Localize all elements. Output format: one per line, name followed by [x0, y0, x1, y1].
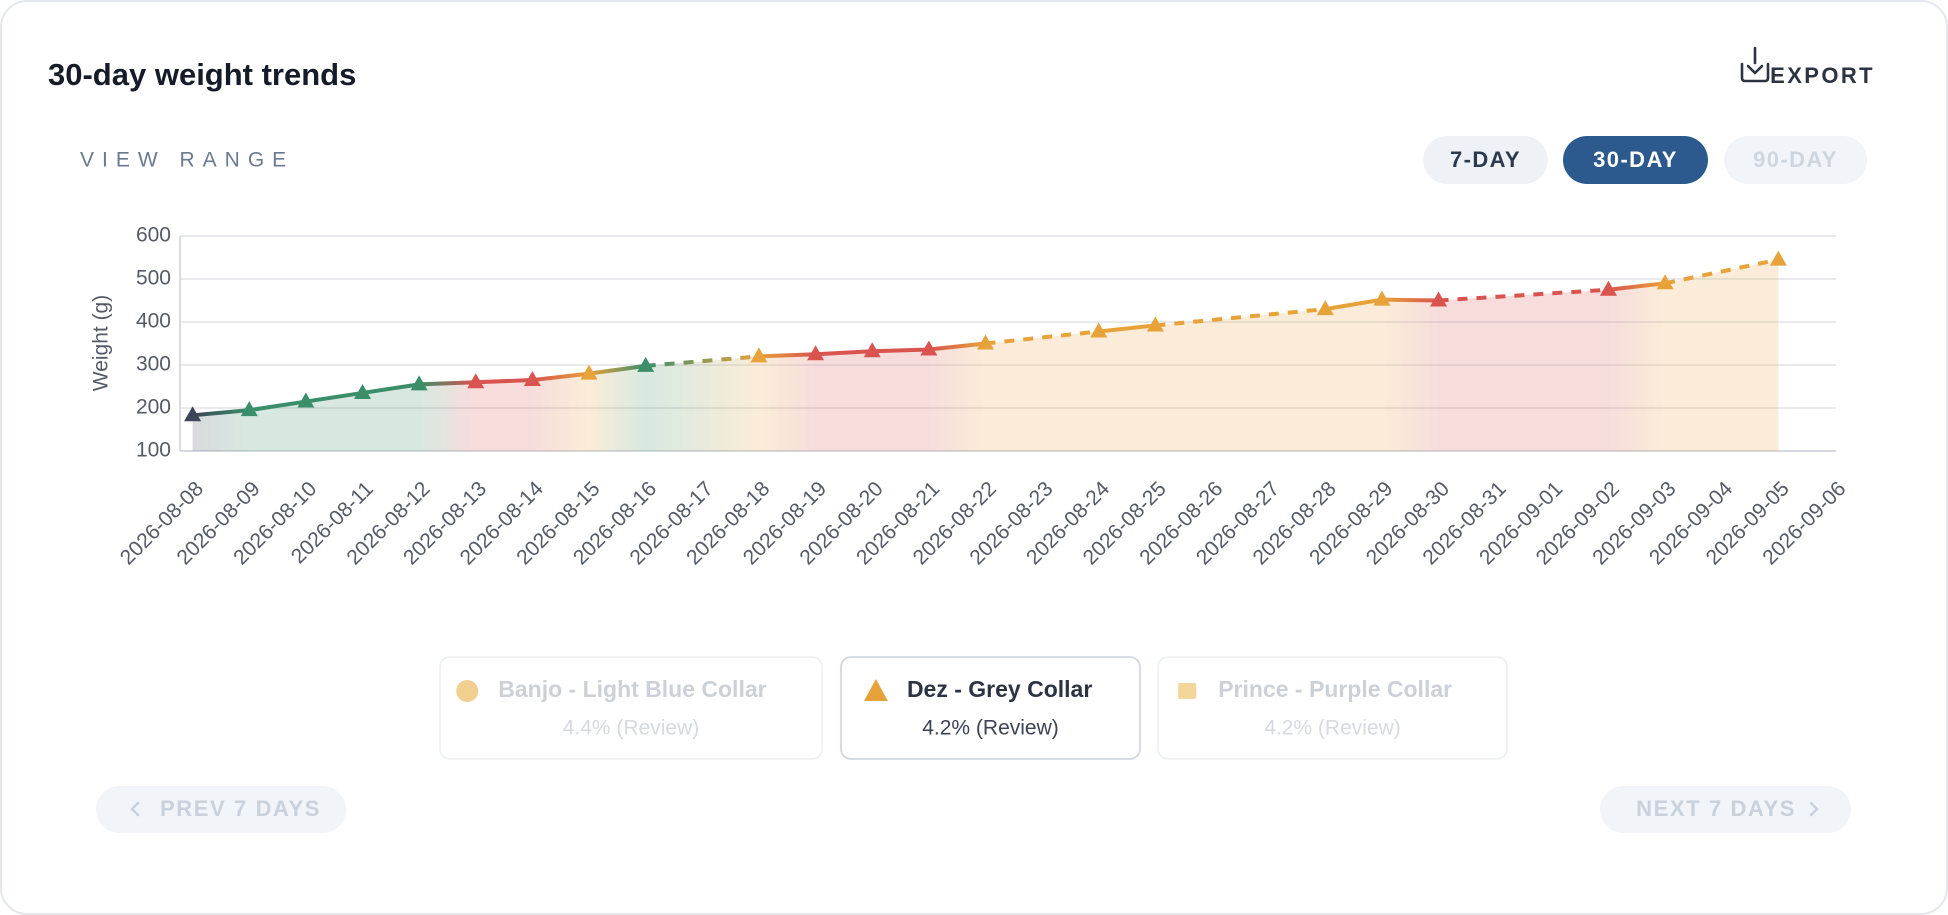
- line-segment: [870, 347, 931, 354]
- point-marker: [1656, 274, 1674, 290]
- y-tick-label: 500: [136, 267, 171, 290]
- point-marker: [1599, 280, 1617, 296]
- range-button-label: 90-DAY: [1753, 147, 1838, 172]
- range-button-label: 30-DAY: [1593, 147, 1678, 172]
- y-tick-label: 600: [136, 224, 171, 247]
- prev-button[interactable]: PREV 7 DAYS: [96, 786, 346, 833]
- point-marker: [750, 347, 768, 363]
- legend-name: Prince - Purple Collar: [1218, 676, 1452, 702]
- legend-name: Banjo - Light Blue Collar: [498, 676, 766, 702]
- point-marker: [523, 371, 541, 387]
- line-segment: [1606, 281, 1668, 292]
- y-tick-label: 200: [136, 396, 171, 419]
- line-gap-connector: [1664, 257, 1779, 286]
- legend-note: 4.2% (Review): [922, 717, 1059, 740]
- point-marker: [637, 356, 655, 372]
- point-marker: [354, 383, 372, 399]
- legend-marker: [863, 679, 888, 701]
- legend-item[interactable]: Banjo - Light Blue Collar 4.4% (Review): [439, 656, 823, 760]
- range-button-bg: [1563, 136, 1708, 184]
- prev-chevron: [130, 801, 140, 817]
- line-segment: [303, 390, 365, 404]
- line-segment: [756, 352, 818, 359]
- point-marker: [1146, 316, 1164, 332]
- line-segment: [1323, 297, 1384, 312]
- point-marker: [1090, 322, 1108, 338]
- next-chevron: [1809, 801, 1819, 817]
- line-gap-connector: [1438, 287, 1609, 303]
- next-label: NEXT 7 DAYS: [1636, 796, 1796, 821]
- next-button[interactable]: NEXT 7 DAYS: [1600, 786, 1851, 833]
- legend: Banjo - Light Blue Collar 4.4% (Review) De…: [439, 656, 1508, 760]
- legend-marker: [1178, 683, 1197, 699]
- point-marker: [240, 401, 258, 417]
- point-marker: [410, 375, 428, 391]
- line-segment: [813, 349, 875, 357]
- line-segment: [247, 399, 308, 413]
- legend-note: 4.4% (Review): [563, 717, 700, 740]
- range-buttons: 7-DAY 30-DAY 90-DAY: [1423, 136, 1867, 184]
- line-segment: [417, 380, 478, 387]
- point-marker: [297, 392, 315, 408]
- range-button[interactable]: 30-DAY: [1563, 136, 1708, 184]
- point-marker: [1373, 290, 1391, 306]
- point-marker: [1316, 300, 1334, 316]
- line-segment: [473, 378, 535, 385]
- prev-label: PREV 7 DAYS: [160, 796, 321, 821]
- point-marker: [184, 406, 202, 422]
- point-marker: [976, 334, 994, 350]
- legend-name: Dez - Grey Collar: [907, 676, 1092, 702]
- point-marker: [863, 342, 881, 358]
- legend-card: [1157, 656, 1508, 760]
- line-segment: [530, 371, 592, 383]
- legend-card: [439, 656, 823, 760]
- point-marker: [580, 364, 598, 380]
- y-tick-label: 100: [136, 439, 171, 462]
- range-button-label: 7-DAY: [1450, 147, 1521, 172]
- prev-bg: [96, 786, 346, 833]
- line-segment: [1379, 297, 1441, 303]
- line-segment: [190, 408, 252, 418]
- legend-marker: [456, 680, 479, 702]
- point-marker: [1769, 250, 1787, 266]
- point-marker: [807, 345, 825, 361]
- line-segment: [587, 363, 648, 376]
- point-marker: [920, 340, 938, 356]
- title: 30-day weight trends: [48, 57, 356, 92]
- area: [192, 259, 1779, 451]
- range-button[interactable]: 7-DAY: [1423, 136, 1548, 184]
- range-label: VIEW RANGE: [80, 149, 294, 172]
- line-gap-connector: [1155, 307, 1326, 328]
- point-marker: [467, 373, 485, 389]
- legend-item[interactable]: Dez - Grey Collar 4.2% (Review): [840, 656, 1141, 760]
- y-tick-label: 400: [136, 310, 171, 333]
- export-label: EXPORT: [1770, 63, 1875, 88]
- export-button[interactable]: EXPORT: [1740, 46, 1875, 88]
- legend-card: [840, 656, 1141, 760]
- range-button-bg: [1423, 136, 1548, 184]
- y-axis-title: Weight (g): [90, 295, 113, 391]
- point-marker: [1430, 291, 1448, 307]
- export-icon: [1740, 46, 1770, 83]
- y-tick-label: 300: [136, 353, 171, 376]
- legend-item[interactable]: Prince - Purple Collar 4.2% (Review): [1157, 656, 1508, 760]
- range-button-bg: [1724, 136, 1867, 184]
- legend-note: 4.2% (Review): [1264, 717, 1401, 740]
- range-button: 90-DAY: [1724, 136, 1867, 184]
- line-segment: [926, 341, 988, 352]
- next-bg: [1600, 786, 1851, 833]
- line-segment: [1096, 323, 1158, 334]
- line-segment: [360, 382, 422, 395]
